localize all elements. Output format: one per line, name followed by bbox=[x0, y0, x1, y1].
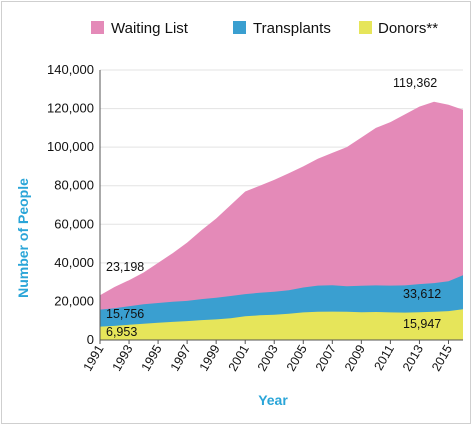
legend-label-waiting-list: Waiting List bbox=[111, 20, 189, 37]
x-tick-labels: 1991 1993 1995 1997 1999 2001 2003 2005 2007 2009… bbox=[81, 340, 455, 374]
y-tick-label: 120,000 bbox=[47, 101, 94, 116]
legend-swatch-transplants bbox=[233, 21, 246, 34]
data-labels: 23,198 15,756 6,953 119,362 33,612 15,94… bbox=[106, 76, 441, 339]
axes bbox=[99, 70, 463, 341]
legend: Waiting List Transplants Donors** bbox=[91, 20, 438, 37]
legend-label-donors: Donors** bbox=[378, 20, 438, 37]
x-tick-label: 2009 bbox=[342, 342, 368, 373]
label-waiting-1991: 23,198 bbox=[106, 260, 144, 274]
y-tick-label: 20,000 bbox=[54, 293, 94, 308]
x-tick-label: 2001 bbox=[226, 342, 252, 373]
x-tick-label: 2007 bbox=[313, 342, 339, 373]
y-tick-label: 80,000 bbox=[54, 178, 94, 193]
x-tick-label: 2003 bbox=[255, 342, 281, 373]
x-tick-label: 2013 bbox=[400, 342, 426, 373]
label-waiting-2016: 119,362 bbox=[393, 76, 437, 90]
label-transplants-2016: 33,612 bbox=[403, 287, 441, 301]
y-tick-label: 60,000 bbox=[54, 216, 94, 231]
areas bbox=[100, 101, 463, 340]
label-transplants-1991: 15,756 bbox=[106, 307, 144, 321]
y-tick-label: 40,000 bbox=[54, 255, 94, 270]
y-tick-labels: 0 20,000 40,000 60,000 80,000 100,000 120,000 1… bbox=[47, 62, 94, 347]
x-tick-label: 1995 bbox=[139, 342, 165, 373]
x-tick-label: 1999 bbox=[197, 342, 223, 373]
x-axis-title: Year bbox=[258, 392, 288, 408]
x-tick-label: 1997 bbox=[168, 342, 194, 373]
y-tick-label: 140,000 bbox=[47, 62, 94, 77]
legend-swatch-waiting-list bbox=[91, 21, 104, 34]
x-tick-label: 2005 bbox=[284, 342, 310, 373]
x-tick-label: 2015 bbox=[429, 342, 455, 373]
x-tick-label: 2011 bbox=[371, 342, 397, 372]
label-donors-2016: 15,947 bbox=[403, 317, 441, 331]
area-waiting-list bbox=[100, 101, 463, 340]
y-tick-label: 100,000 bbox=[47, 139, 94, 154]
area-donors bbox=[100, 309, 463, 340]
label-donors-1991: 6,953 bbox=[106, 325, 137, 339]
legend-label-transplants: Transplants bbox=[253, 20, 331, 37]
x-tick-label: 1993 bbox=[110, 342, 136, 373]
x-tick-label: 1991 bbox=[81, 342, 107, 373]
y-axis-title: Number of People bbox=[15, 178, 31, 298]
legend-swatch-donors bbox=[359, 21, 372, 34]
y-tick-label: 0 bbox=[87, 332, 94, 347]
